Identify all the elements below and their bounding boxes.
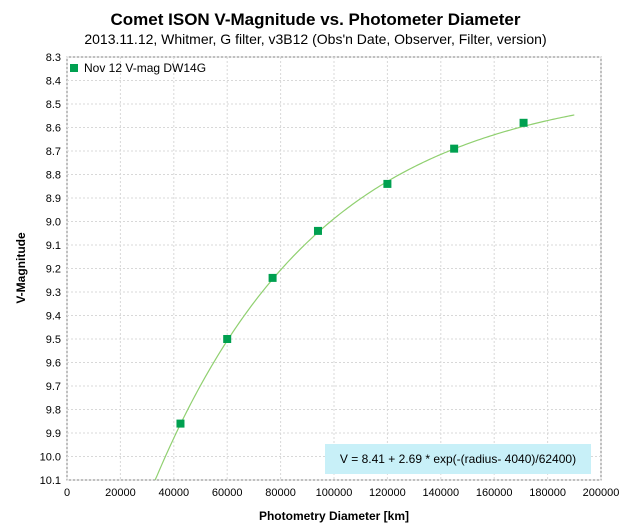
y-tick-label: 10.1 [40, 475, 61, 487]
x-axis-label: Photometry Diameter [km] [259, 509, 409, 523]
y-tick-label: 9.7 [46, 381, 61, 393]
x-tick-labels: 0 20000 40000 60000 80000 100000 120000 140000 1… [64, 487, 619, 499]
y-tick-label: 9.5 [46, 334, 61, 346]
x-tick-label: 200000 [583, 487, 620, 499]
x-tick-label: 40000 [159, 487, 190, 499]
fit-equation-box: V = 8.41 + 2.69 * exp(-(radius- 4040)/62… [325, 444, 591, 474]
x-tick-label: 120000 [369, 487, 406, 499]
y-tick-label: 9.8 [46, 405, 61, 417]
y-tick-label: 8.6 [46, 123, 61, 135]
y-tick-label: 8.5 [46, 99, 61, 111]
legend-label: Nov 12 V-mag DW14G [84, 61, 207, 75]
x-tick-label: 80000 [265, 487, 296, 499]
y-tick-label: 9.0 [46, 217, 61, 229]
data-point [383, 179, 392, 188]
data-point [450, 144, 459, 153]
y-tick-label: 9.2 [46, 264, 61, 276]
data-point [519, 118, 528, 127]
data-point [223, 335, 232, 343]
y-tick-label: 9.6 [46, 358, 61, 370]
y-tick-label: 9.4 [46, 311, 61, 323]
x-tick-label: 0 [64, 487, 70, 499]
x-tick-label: 100000 [316, 487, 353, 499]
y-tick-label: 9.3 [46, 287, 61, 299]
chart-title: Comet ISON V-Magnitude vs. Photometer Di… [110, 10, 521, 29]
y-tick-label: 9.1 [46, 240, 61, 252]
y-tick-label: 8.9 [46, 193, 61, 205]
x-tick-label: 20000 [105, 487, 136, 499]
legend: Nov 12 V-mag DW14G [70, 61, 206, 75]
chart-subtitle: 2013.11.12, Whitmer, G filter, v3B12 (Ob… [84, 31, 547, 47]
grid [66, 56, 602, 481]
data-points [176, 118, 528, 428]
y-tick-label: 10.0 [40, 452, 61, 464]
x-tick-label: 60000 [212, 487, 243, 499]
y-axis-label: V-Magnitude [14, 232, 28, 304]
fit-equation: V = 8.41 + 2.69 * exp(-(radius- 4040)/62… [339, 452, 577, 466]
y-tick-label: 8.4 [46, 76, 61, 88]
data-point [313, 226, 322, 235]
x-tick-label: 140000 [422, 487, 459, 499]
y-tick-label: 8.7 [46, 146, 61, 158]
y-tick-label: 8.8 [46, 170, 61, 182]
fit-curve [154, 114, 575, 481]
x-tick-label: 160000 [476, 487, 513, 499]
legend-marker-icon [70, 64, 78, 72]
x-tick-label: 180000 [529, 487, 566, 499]
y-tick-label: 8.3 [46, 52, 61, 64]
y-tick-labels: 8.3 8.4 8.5 8.6 8.7 8.8 8.9 9.0 9.1 9.2 9.3 9.4 9.5 9… [40, 52, 61, 487]
data-point [268, 273, 277, 282]
y-tick-label: 9.9 [46, 428, 61, 440]
data-point [176, 419, 185, 428]
